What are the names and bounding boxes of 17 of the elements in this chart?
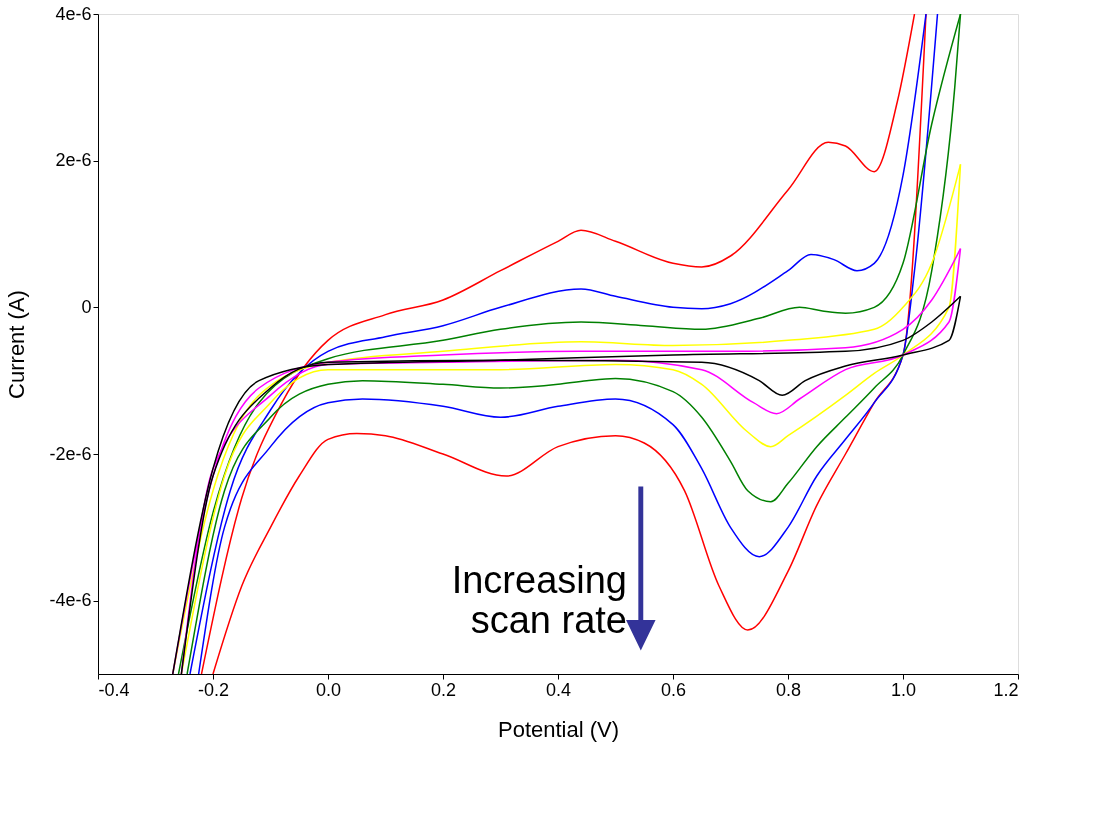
x-tick-label: 1.2 <box>993 679 1019 700</box>
y-tick-label: -4e-6 <box>49 590 92 611</box>
y-axis-title: Current (A) <box>4 290 30 399</box>
y-tick-label: 4e-6 <box>55 3 92 24</box>
x-tick-label: -0.4 <box>98 679 130 700</box>
x-tick-label: 1.0 <box>890 679 917 700</box>
x-axis-title: Potential (V) <box>497 716 620 742</box>
x-tick-label: 0.8 <box>775 679 802 700</box>
y-tick-label: 2e-6 <box>55 150 92 171</box>
y-tick-label: 0 <box>81 296 92 317</box>
x-tick-label: 0.4 <box>545 679 572 700</box>
y-tick-label: -2e-6 <box>49 443 92 464</box>
annotation: Increasing scan rate <box>451 558 627 641</box>
x-tick-label: 0.2 <box>430 679 457 700</box>
x-tick-label: 0.6 <box>660 679 687 700</box>
x-tick-label: 0.0 <box>315 679 342 700</box>
x-tick-label: -0.2 <box>197 679 230 700</box>
